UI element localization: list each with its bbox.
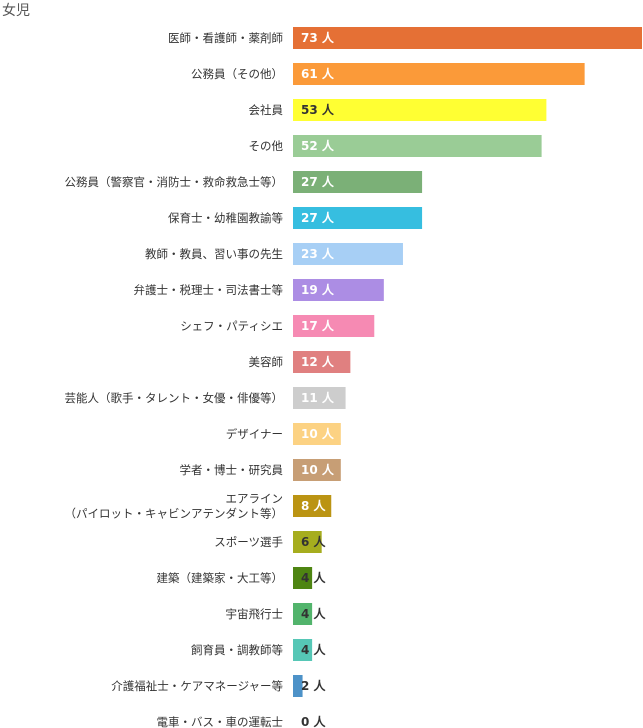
bar <box>293 639 313 661</box>
bar <box>293 567 313 589</box>
category-label: デザイナー <box>226 427 283 441</box>
category-label: 公務員（警察官・消防士・救命救急士等） <box>65 175 284 189</box>
category-label: 介護福祉士・ケアマネージャー等 <box>111 679 283 693</box>
value-label: 19 人 <box>301 282 335 297</box>
value-label: 27 人 <box>301 174 335 189</box>
bar <box>293 243 403 265</box>
value-label: 27 人 <box>301 210 335 225</box>
value-label: 2 人 <box>301 678 327 693</box>
category-label: 弁護士・税理士・司法書士等 <box>134 283 284 297</box>
bar <box>293 27 642 49</box>
value-label: 6 人 <box>301 534 327 549</box>
category-label: 保育士・幼稚園教諭等 <box>168 211 283 225</box>
category-label: 医師・看護師・薬剤師 <box>168 31 283 45</box>
value-label: 12 人 <box>301 354 335 369</box>
category-label: 公務員（その他） <box>191 67 283 81</box>
bar <box>293 423 341 445</box>
category-label: 学者・博士・研究員 <box>180 463 284 477</box>
category-label: 建築（建築家・大工等） <box>157 571 284 585</box>
value-label: 61 人 <box>301 66 335 81</box>
value-label: 11 人 <box>301 390 335 405</box>
value-label: 17 人 <box>301 318 335 333</box>
bar <box>293 459 341 481</box>
value-label: 10 人 <box>301 462 335 477</box>
value-label: 53 人 <box>301 102 335 117</box>
category-label: スポーツ選手 <box>214 535 283 549</box>
category-label: 宇宙飛行士 <box>226 607 284 621</box>
category-label: 教師・教員、習い事の先生 <box>145 247 283 261</box>
bar <box>293 675 303 697</box>
bar <box>293 387 346 409</box>
bar <box>293 531 322 553</box>
category-label: 芸能人（歌手・タレント・女優・俳優等） <box>65 391 284 405</box>
chart-title: 女児 <box>2 3 30 19</box>
value-label: 23 人 <box>301 246 335 261</box>
category-label: 美容師 <box>249 355 284 369</box>
value-label: 4 人 <box>301 606 327 621</box>
value-label: 73 人 <box>301 30 335 45</box>
bar <box>293 351 351 373</box>
bar <box>293 279 384 301</box>
bar <box>293 135 542 157</box>
bar <box>293 603 313 625</box>
category-label: エアライン <box>226 492 284 506</box>
bar <box>293 495 332 517</box>
category-label: 電車・バス・車の運転士 <box>157 715 284 728</box>
bar <box>293 207 423 229</box>
value-label: 4 人 <box>301 570 327 585</box>
bar <box>293 99 547 121</box>
category-label: 会社員 <box>249 103 284 117</box>
category-label: シェフ・パティシエ <box>180 319 283 333</box>
category-label: その他 <box>249 139 284 153</box>
bar <box>293 315 375 337</box>
category-label: 飼育員・調教師等 <box>191 643 283 657</box>
value-label: 0 人 <box>301 714 327 728</box>
bar <box>293 63 585 85</box>
value-label: 8 人 <box>301 498 327 513</box>
value-label: 4 人 <box>301 642 327 657</box>
category-label: （パイロット・キャビンアテンダント等） <box>65 507 284 521</box>
value-label: 10 人 <box>301 426 335 441</box>
bar <box>293 171 423 193</box>
value-label: 52 人 <box>301 138 335 153</box>
